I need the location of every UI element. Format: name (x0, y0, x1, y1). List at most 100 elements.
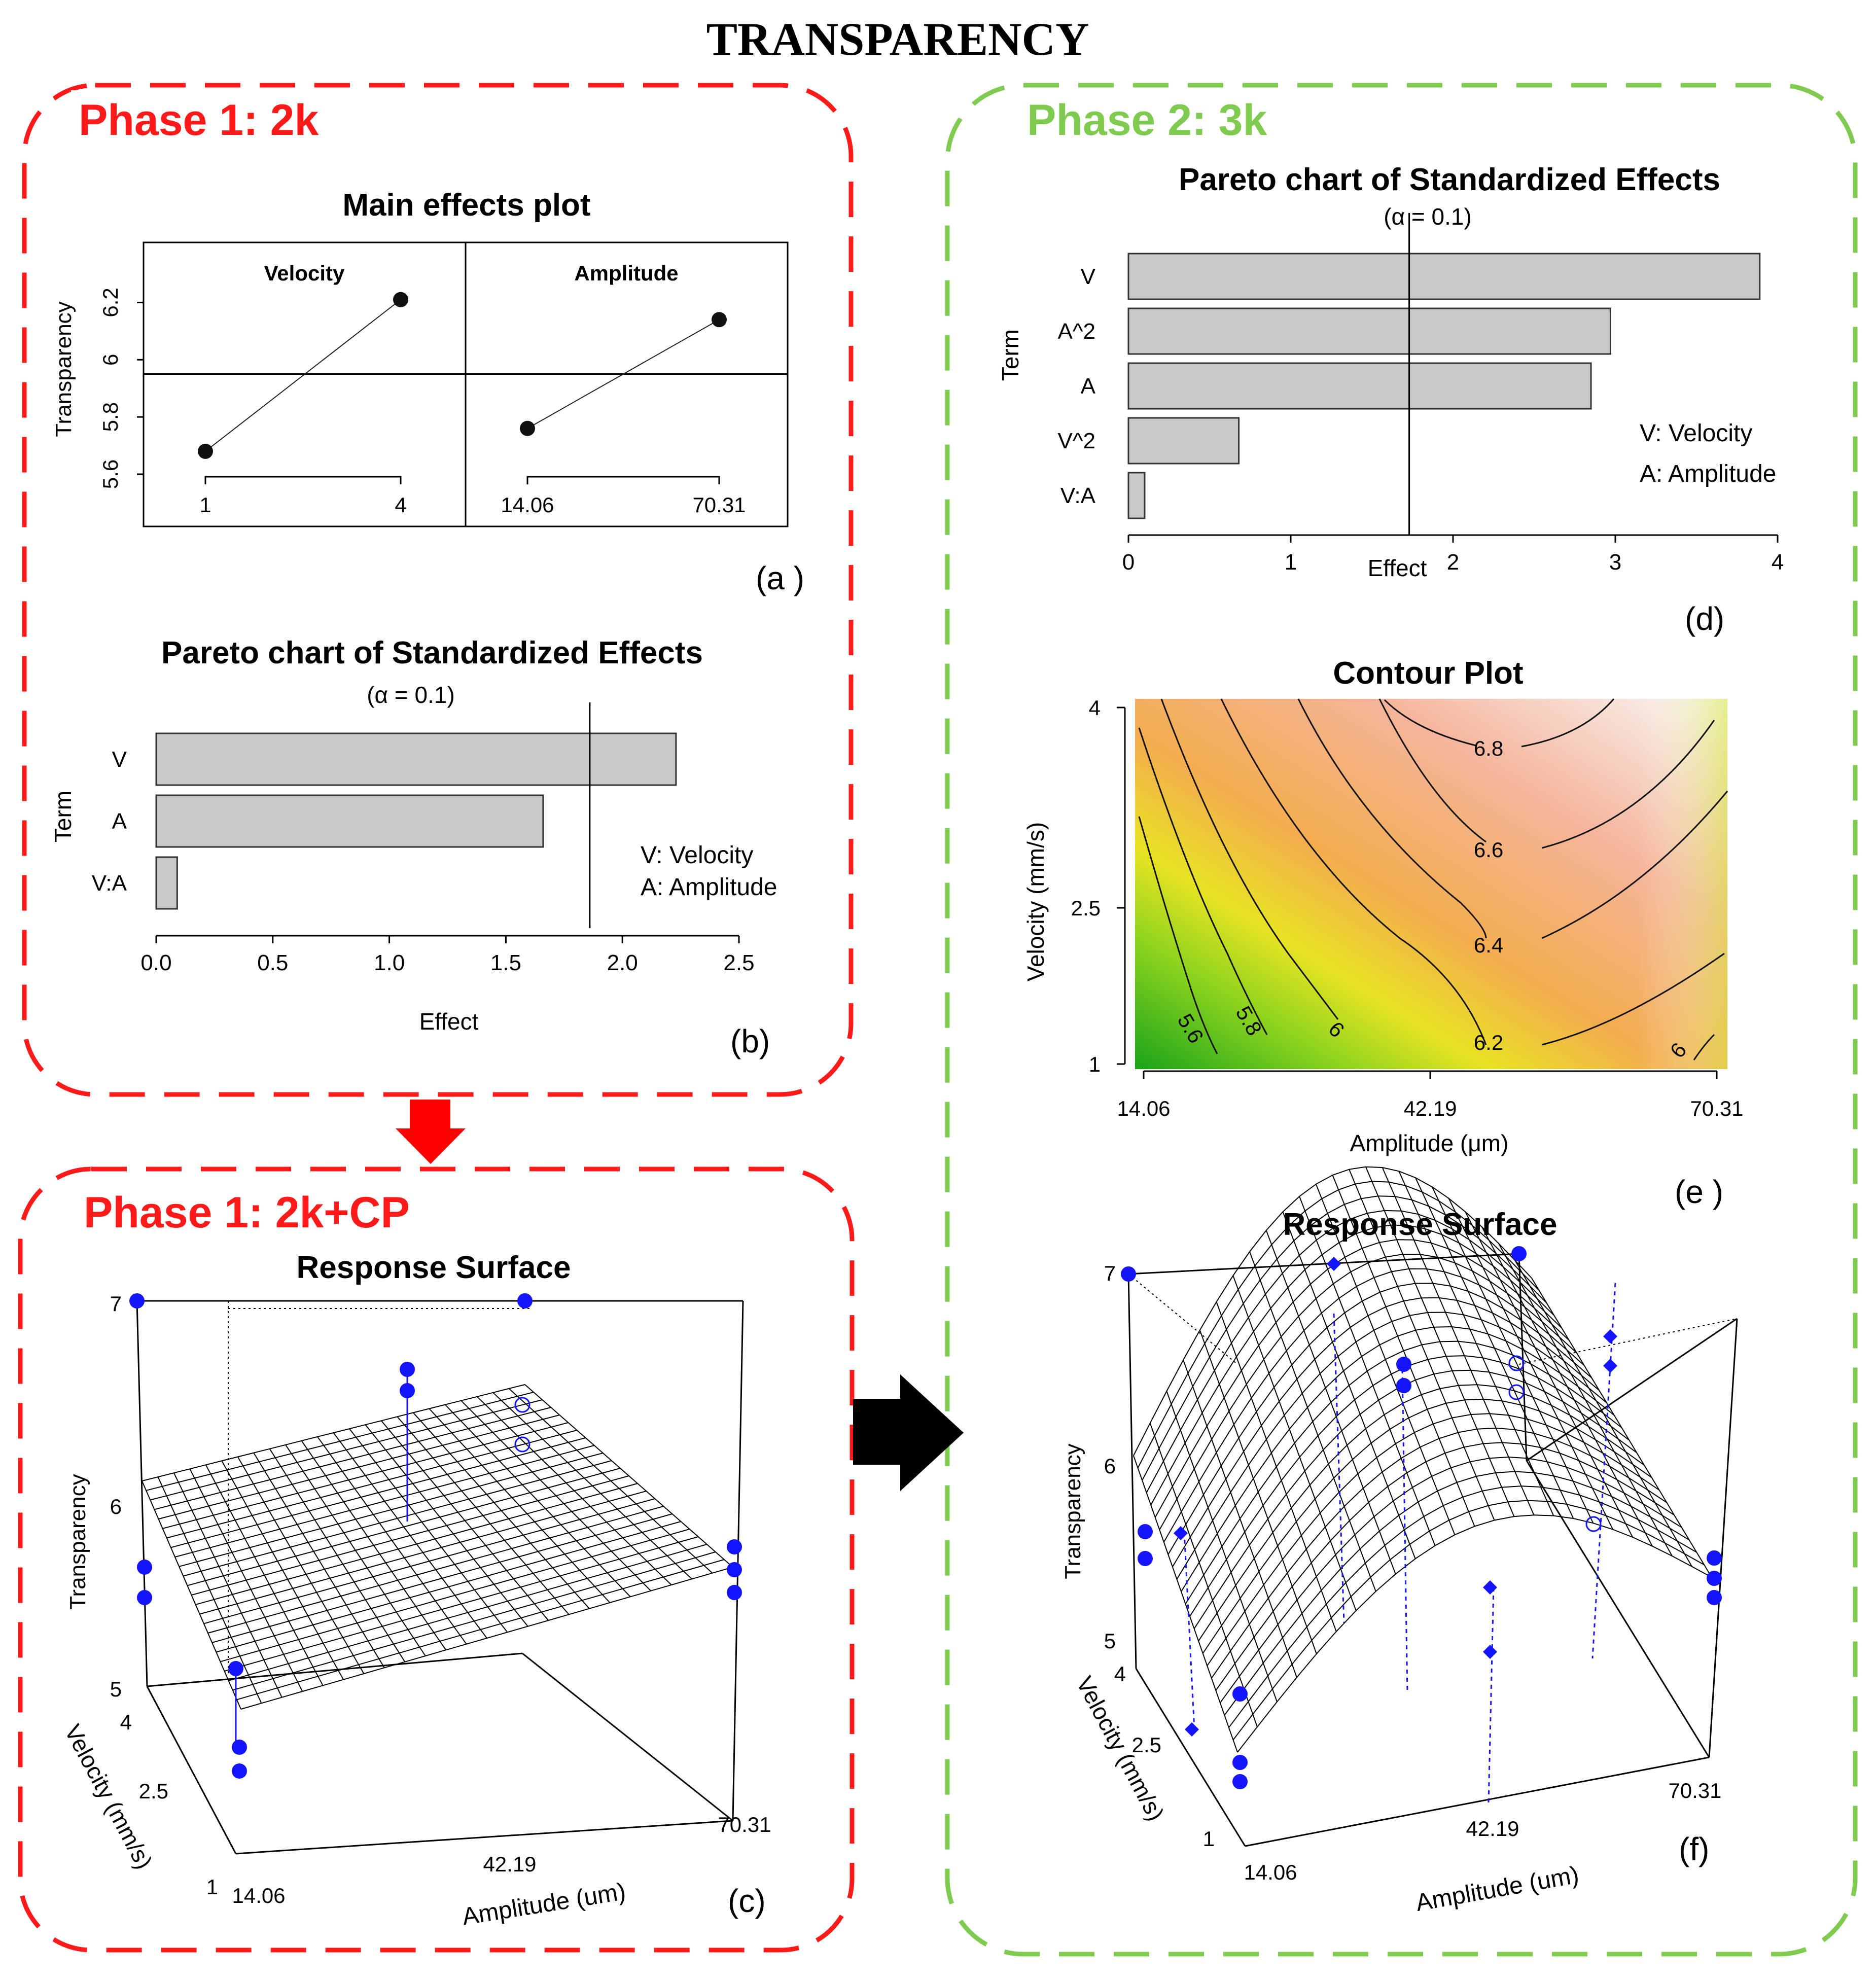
chart-e-ytick-label-1: 2.5 (1071, 896, 1101, 920)
chart-a-title: Main effects plot (342, 188, 590, 223)
chart-e-contour-label-6: 6.8 (1474, 736, 1503, 760)
chart-f-point-14 (1707, 1590, 1722, 1605)
pareto-chart-phase2: Pareto chart of Standardized Effects (α … (997, 162, 1784, 581)
phase1-frame (22, 83, 854, 1097)
chart-c-point-4 (514, 1397, 530, 1413)
chart-f-ytick-2: 4 (1114, 1662, 1126, 1686)
c-mesh-line-v-16 (207, 1506, 664, 1634)
chart-b-xtick-label-4: 2.0 (607, 950, 638, 975)
chart-a-series-1-name: Amplitude (574, 261, 678, 285)
phase1-label: Phase 1: 2k (79, 96, 318, 145)
c-mesh-line-u-21 (476, 1396, 672, 1585)
chart-c-ytick-2: 4 (120, 1710, 132, 1734)
chart-b-category-0: V (112, 747, 127, 772)
chart-f-point-0 (1121, 1266, 1136, 1282)
chart-b-xtick-label-5: 2.5 (723, 950, 754, 975)
chart-d-xtick-label-1: 1 (1285, 550, 1297, 575)
chart-c-xtick-0: 14.06 (232, 1884, 285, 1907)
chart-e-xtick-label-0: 14.06 (1117, 1096, 1170, 1120)
chart-f-point-9 (1138, 1524, 1153, 1539)
c-mesh-line-u-14 (365, 1424, 528, 1627)
contour-line-6.8 (1384, 698, 1615, 748)
chart-f-point-13 (1707, 1571, 1722, 1586)
chart-c-point-12 (232, 1740, 247, 1755)
chart-a-point-0-0 (198, 443, 213, 459)
chart-a-xtick-1-0: 14.06 (501, 493, 554, 517)
chart-c-point-8 (727, 1539, 742, 1554)
chart-d-bar-2 (1127, 362, 1592, 410)
chart-e-xtick-label-1: 42.19 (1403, 1096, 1457, 1120)
phase1cp-label: Phase 1: 2k+CP (84, 1188, 410, 1237)
chart-d-bar-4 (1127, 472, 1146, 519)
chart-b-xtick-label-1: 0.5 (257, 950, 288, 975)
c-mesh-line-u-20 (461, 1400, 652, 1591)
chart-a-point-1-0 (520, 420, 535, 436)
chart-f-point-16 (1232, 1686, 1248, 1702)
chart-f-ztick-2: 7 (1104, 1261, 1116, 1285)
chart-a-xaxis-1 (526, 476, 720, 484)
chart-f-point-20 (1483, 1580, 1497, 1595)
chart-f-xlabel: Amplitude (um) (1413, 1861, 1581, 1917)
chart-c-point-1 (517, 1293, 533, 1308)
chart-b-xtick-label-3: 1.5 (490, 950, 521, 975)
c-mesh-line-v-19 (220, 1529, 690, 1662)
f-mesh-line-v-24 (1237, 1514, 1712, 1753)
chart-c-ztick-0: 5 (110, 1677, 122, 1701)
chart-a-ytick-label-2: 6 (98, 354, 122, 366)
c-mesh-line-u-24 (524, 1384, 733, 1568)
chart-c-ytick-1: 2.5 (139, 1779, 168, 1803)
chart-b-subtitle: (α = 0.1) (367, 682, 455, 708)
f-mesh-line-u-22 (1498, 1243, 1673, 1556)
chart-f-point-5 (1396, 1357, 1411, 1372)
chart-f-point-1 (1327, 1257, 1341, 1271)
chart-f-point-8 (1508, 1384, 1525, 1400)
chart-f-point-7 (1508, 1355, 1525, 1371)
c-mesh-line-u-23 (508, 1388, 713, 1574)
c-mesh-line-u-22 (492, 1392, 692, 1580)
chart-b-xtick-label-2: 1.0 (374, 950, 405, 975)
right-arrow-icon (853, 1374, 964, 1491)
c-mesh-line-v-22 (232, 1551, 716, 1691)
chart-d-category-3: V^2 (1058, 429, 1095, 453)
chart-d-category-2: A (1081, 374, 1096, 399)
chart-d-xtick-label-2: 2 (1447, 550, 1459, 575)
chart-c-ztick-2: 7 (110, 1292, 122, 1316)
chart-c-xtick-1: 42.19 (483, 1852, 536, 1876)
chart-b-ylabel: Term (50, 791, 76, 842)
chart-e-contour-label-4: 6.4 (1474, 933, 1503, 957)
f-mesh-line-v-22 (1228, 1485, 1697, 1728)
chart-a-xtick-0-0: 1 (199, 493, 211, 517)
chart-a-xaxis-0 (204, 476, 402, 484)
chart-f-stem-3 (1488, 1587, 1495, 1803)
chart-b-legend-1: A: Amplitude (641, 874, 777, 901)
chart-d-xlabel: Effect (1368, 555, 1427, 581)
chart-b-category-2: V:A (92, 871, 127, 896)
f-mesh-line-v-20 (1219, 1456, 1682, 1704)
chart-a-series-1-line (527, 319, 720, 429)
chart-c-point-7 (137, 1590, 152, 1605)
contour-line-6.2 (1220, 698, 1725, 1046)
chart-a-point-1-1 (712, 312, 727, 328)
chart-c-ytick-0: 1 (206, 1875, 218, 1899)
chart-a-point-0-1 (393, 292, 408, 307)
chart-f-ytick-1: 2.5 (1132, 1733, 1161, 1757)
chart-d-subtitle: (α = 0.1) (1384, 203, 1472, 230)
chart-d-ylabel: Term (997, 329, 1023, 381)
chart-f-point-18 (1232, 1774, 1248, 1789)
chart-f-ztick-1: 6 (1104, 1454, 1116, 1478)
chart-c-point-10 (727, 1585, 742, 1600)
chart-f-title: Response Surface (1283, 1207, 1558, 1242)
chart-d-legend-1: A: Amplitude (1640, 461, 1776, 487)
chart-c-point-2 (400, 1362, 415, 1377)
chart-f-point-17 (1232, 1755, 1248, 1770)
chart-f-xtick-1: 42.19 (1466, 1817, 1519, 1841)
phase2-label: Phase 2: 3k (1027, 96, 1267, 145)
chart-a-ylabel: Transparency (51, 301, 76, 437)
contour-line-6.6 (1378, 698, 1715, 849)
chart-d-xtick-label-0: 0 (1122, 550, 1135, 575)
chart-c-xtick-2: 70.31 (718, 1813, 771, 1836)
f-mesh-line-u-23 (1514, 1260, 1692, 1567)
chart-b-category-1: A (112, 809, 127, 834)
chart-c-point-5 (514, 1436, 530, 1453)
